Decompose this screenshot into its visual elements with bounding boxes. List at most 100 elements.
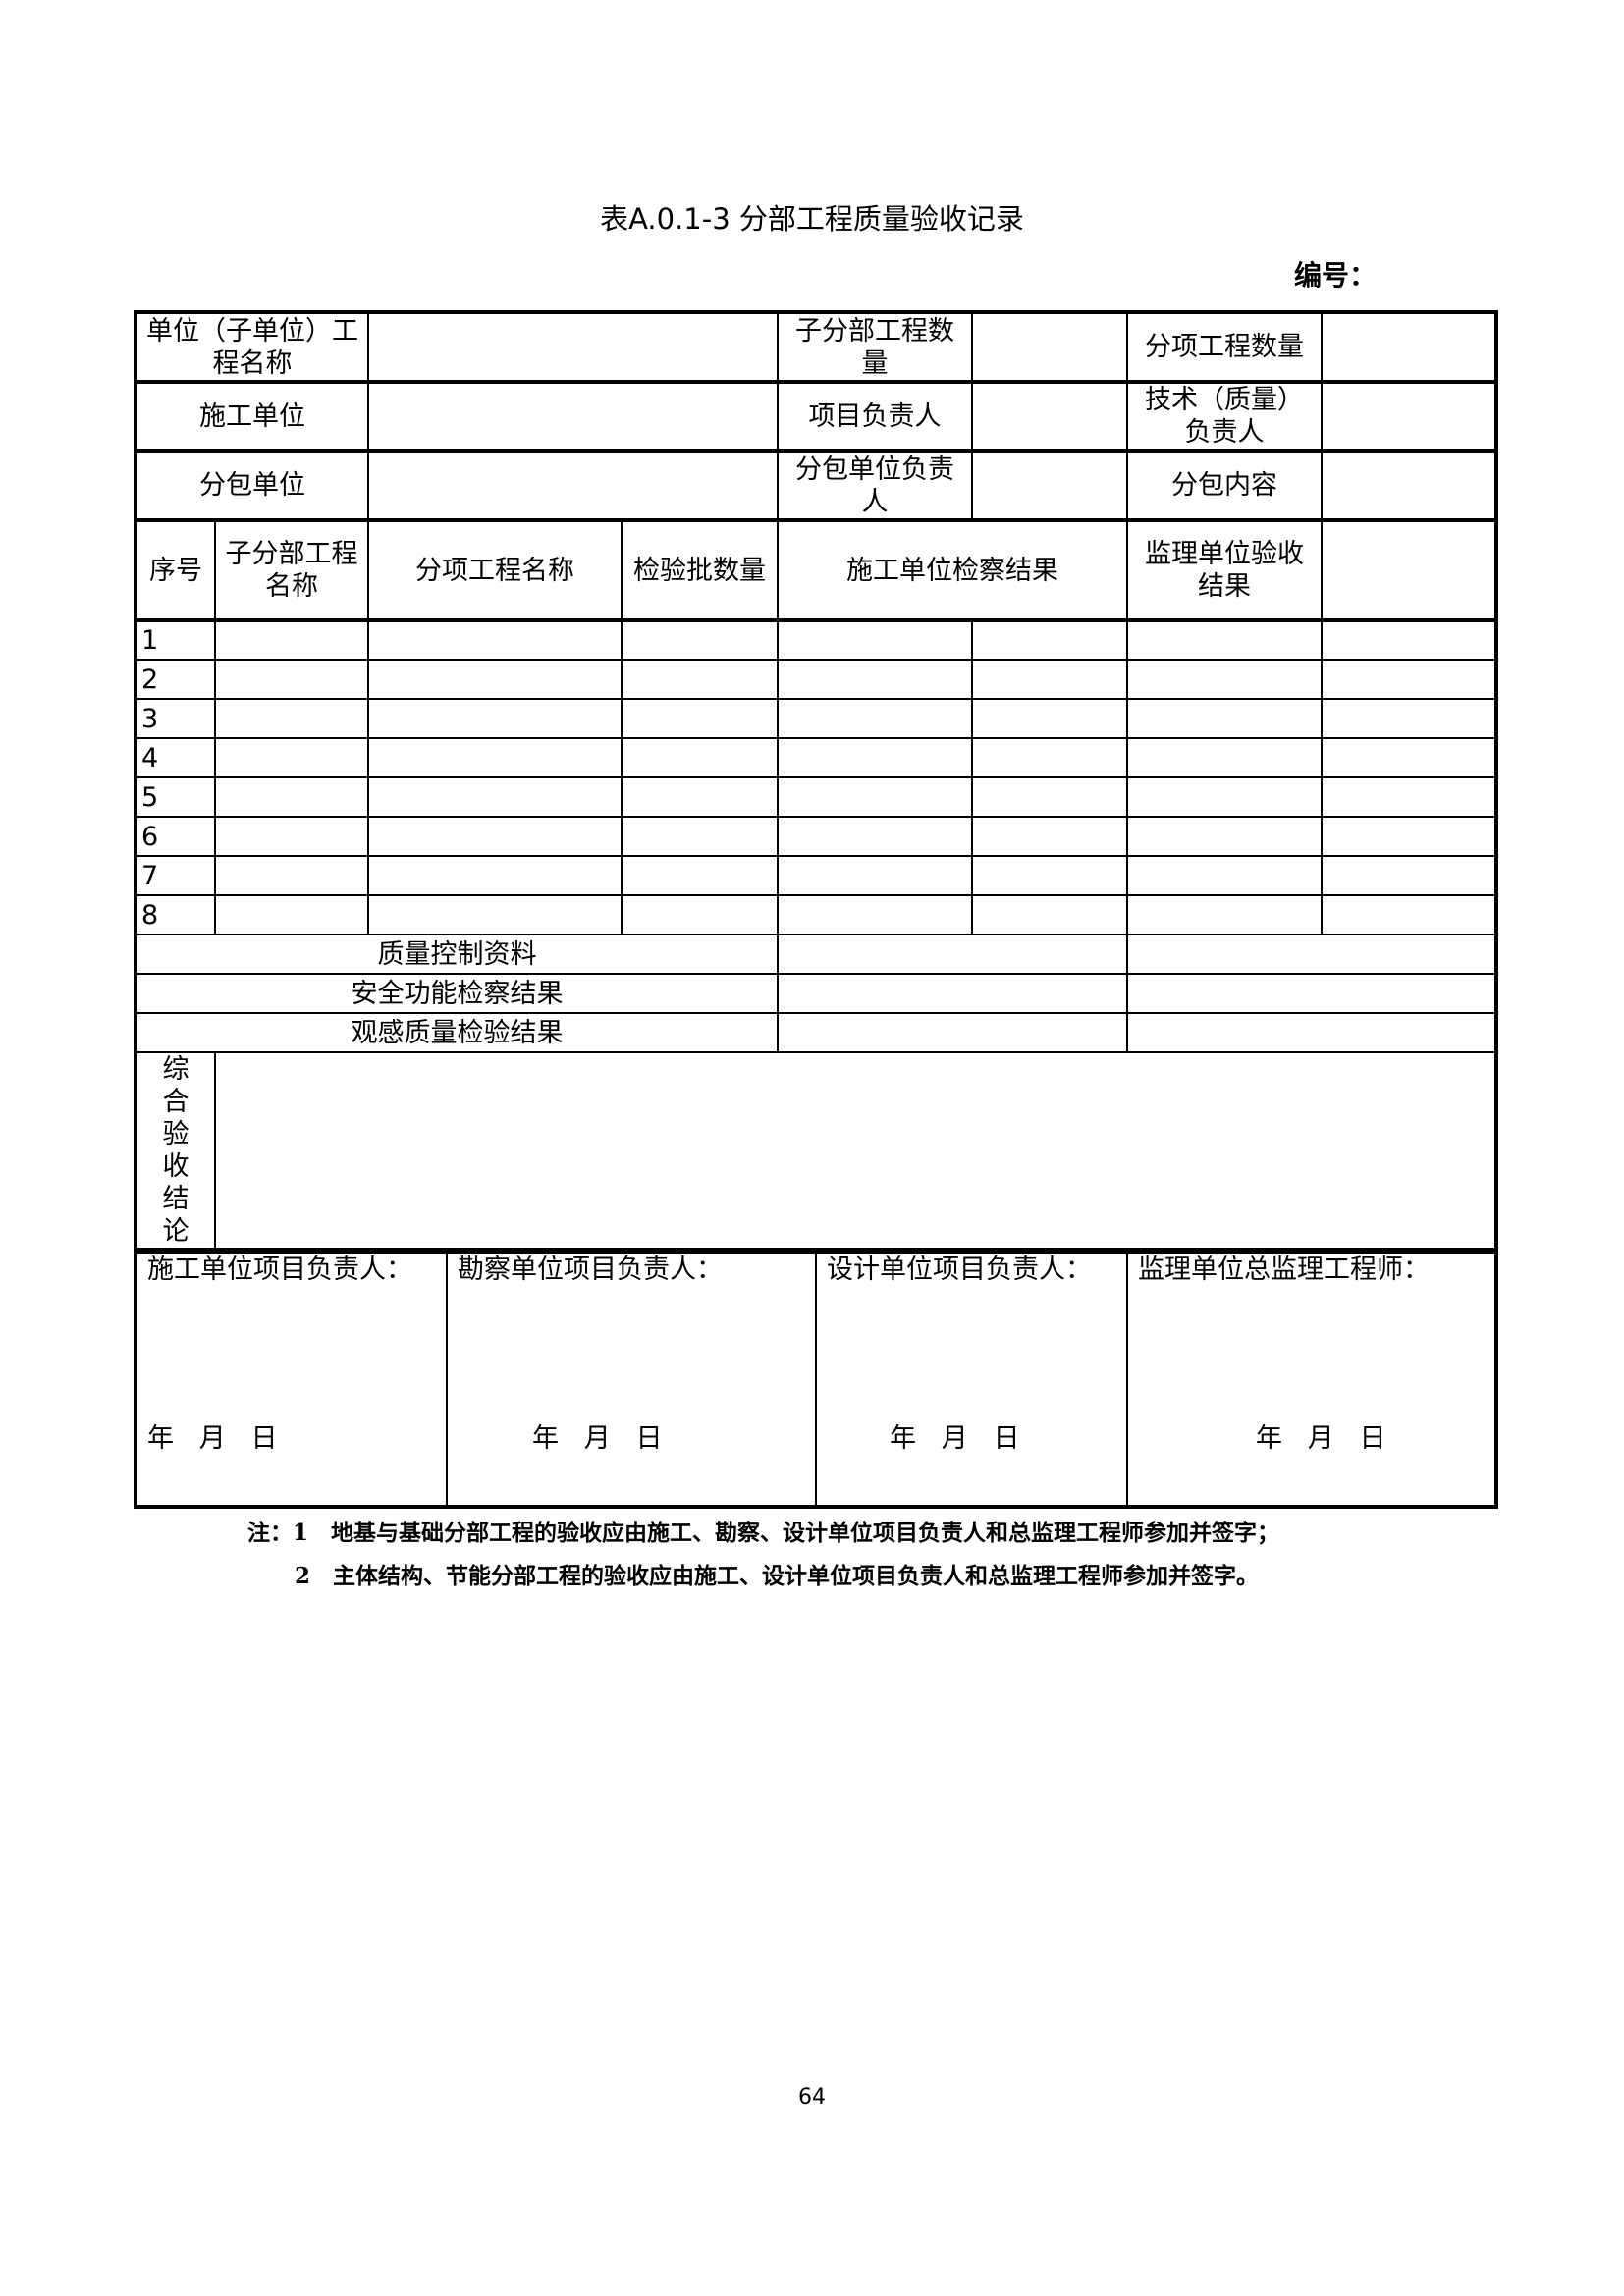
- table-cell[interactable]: [214, 816, 369, 857]
- row-number: 7: [135, 855, 216, 896]
- table-cell[interactable]: [1126, 776, 1323, 818]
- table-cell[interactable]: [367, 659, 623, 700]
- summary-supervisor-field[interactable]: [1126, 1012, 1497, 1053]
- table-cell[interactable]: [1126, 659, 1323, 700]
- signature-cell-survey[interactable]: 勘察单位项目负责人： 年 月 日: [446, 1248, 817, 1508]
- table-cell[interactable]: [971, 776, 1128, 818]
- signature-label: 监理单位总监理工程师：: [1138, 1255, 1430, 1285]
- table-cell[interactable]: [777, 659, 973, 700]
- table-row: 7: [135, 855, 1497, 896]
- table-cell[interactable]: [777, 619, 973, 661]
- signature-cell-design[interactable]: 设计单位项目负责人： 年 月 日: [815, 1248, 1128, 1508]
- table-cell[interactable]: [1321, 776, 1497, 818]
- table-cell[interactable]: [777, 776, 973, 818]
- table-cell[interactable]: [971, 855, 1128, 896]
- table-cell[interactable]: [1321, 894, 1497, 935]
- summary-label: 质量控制资料: [135, 934, 779, 975]
- table-cell[interactable]: [971, 698, 1128, 739]
- table-cell[interactable]: [621, 855, 779, 896]
- table-cell[interactable]: [621, 816, 779, 857]
- info-value-field[interactable]: [367, 311, 779, 384]
- table-cell[interactable]: [214, 737, 369, 778]
- signature-date: 年 月 日: [147, 1423, 278, 1454]
- table-cell[interactable]: [777, 855, 973, 896]
- summary-contractor-field[interactable]: [777, 934, 1128, 975]
- table-cell[interactable]: [621, 659, 779, 700]
- table-cell[interactable]: [214, 619, 369, 661]
- table-cell[interactable]: [1126, 816, 1323, 857]
- acceptance-record-table: 单位（子单位）工程名称 子分部工程数量 分项工程数量 施工单位 项目负责人 技术…: [134, 310, 1498, 1254]
- signature-cell-contractor[interactable]: 施工单位项目负责人： 年 月 日: [135, 1248, 448, 1508]
- table-cell[interactable]: [1321, 816, 1497, 857]
- table-cell[interactable]: [367, 894, 623, 935]
- table-cell[interactable]: [367, 855, 623, 896]
- info-value-field[interactable]: [1321, 311, 1497, 384]
- table-cell[interactable]: [214, 776, 369, 818]
- info-value-field[interactable]: [971, 450, 1128, 522]
- header-batch-count: 检验批数量: [621, 519, 779, 622]
- table-cell[interactable]: [214, 855, 369, 896]
- table-cell[interactable]: [367, 816, 623, 857]
- table-row: 3: [135, 698, 1497, 739]
- table-cell[interactable]: [367, 737, 623, 778]
- info-row: 分包单位 分包单位负责人 分包内容: [135, 450, 1497, 522]
- table-cell[interactable]: [621, 737, 779, 778]
- info-value-field[interactable]: [1321, 450, 1497, 522]
- table-cell[interactable]: [1321, 619, 1497, 661]
- notes: 注：1 地基与基础分部工程的验收应由施工、勘察、设计单位项目负责人和总监理工程师…: [247, 1512, 1279, 1598]
- summary-supervisor-field[interactable]: [1126, 973, 1497, 1014]
- table-row: 6: [135, 816, 1497, 857]
- table-cell[interactable]: [1126, 855, 1323, 896]
- summary-supervisor-field[interactable]: [1126, 934, 1497, 975]
- summary-row: 观感质量检验结果: [135, 1012, 1497, 1053]
- row-number: 1: [135, 619, 216, 661]
- info-value-field[interactable]: [1321, 381, 1497, 453]
- info-value-field[interactable]: [971, 381, 1128, 453]
- table-cell[interactable]: [777, 698, 973, 739]
- table-row: 8: [135, 894, 1497, 935]
- summary-row: 质量控制资料: [135, 934, 1497, 975]
- table-cell[interactable]: [1126, 698, 1323, 739]
- table-cell[interactable]: [367, 776, 623, 818]
- row-number: 6: [135, 816, 216, 857]
- table-cell[interactable]: [1321, 659, 1497, 700]
- table-cell[interactable]: [1126, 619, 1323, 661]
- table-cell[interactable]: [1126, 894, 1323, 935]
- info-value-field[interactable]: [971, 311, 1128, 384]
- row-number: 4: [135, 737, 216, 778]
- info-label: 项目负责人: [777, 381, 973, 453]
- table-cell[interactable]: [1321, 855, 1497, 896]
- summary-contractor-field[interactable]: [777, 1012, 1128, 1053]
- table-cell[interactable]: [971, 894, 1128, 935]
- table-cell[interactable]: [214, 698, 369, 739]
- table-cell[interactable]: [214, 659, 369, 700]
- table-cell[interactable]: [214, 894, 369, 935]
- signature-cell-supervisor[interactable]: 监理单位总监理工程师： 年 月 日: [1126, 1248, 1497, 1508]
- table-cell[interactable]: [621, 698, 779, 739]
- signature-date: 年 月 日: [532, 1423, 663, 1454]
- conclusion-field[interactable]: [214, 1051, 1497, 1253]
- note-2: 2 主体结构、节能分部工程的验收应由施工、设计单位项目负责人和总监理工程师参加并…: [295, 1563, 1260, 1589]
- summary-contractor-field[interactable]: [777, 973, 1128, 1014]
- table-cell[interactable]: [1321, 698, 1497, 739]
- table-cell[interactable]: [367, 698, 623, 739]
- table-cell[interactable]: [1321, 737, 1497, 778]
- table-cell[interactable]: [777, 894, 973, 935]
- table-cell[interactable]: [367, 619, 623, 661]
- table-cell[interactable]: [777, 816, 973, 857]
- table-cell[interactable]: [971, 816, 1128, 857]
- table-cell[interactable]: [971, 737, 1128, 778]
- table-cell[interactable]: [621, 619, 779, 661]
- info-value-field[interactable]: [367, 450, 779, 522]
- info-label: 子分部工程数量: [777, 311, 973, 384]
- table-cell[interactable]: [1126, 737, 1323, 778]
- info-label: 技术（质量）负责人: [1126, 381, 1323, 453]
- info-value-field[interactable]: [367, 381, 779, 453]
- table-cell[interactable]: [777, 737, 973, 778]
- table-cell[interactable]: [971, 619, 1128, 661]
- table-cell[interactable]: [621, 776, 779, 818]
- document-title: 表A.0.1-3 分部工程质量验收记录: [600, 202, 1024, 236]
- table-cell[interactable]: [621, 894, 779, 935]
- table-cell[interactable]: [971, 659, 1128, 700]
- row-number: 8: [135, 894, 216, 935]
